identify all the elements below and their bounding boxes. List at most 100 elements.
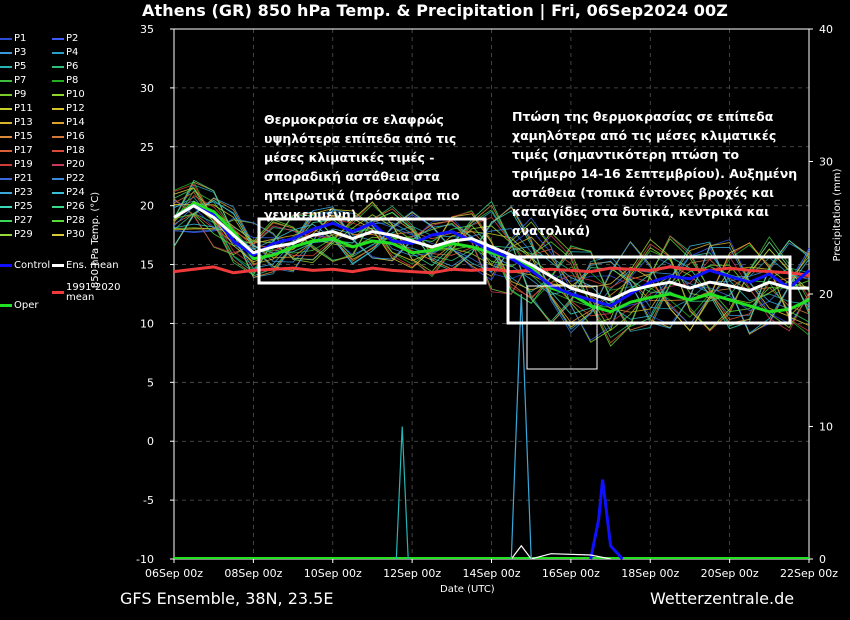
legend-item: P3 [0, 46, 26, 59]
legend-item: P21 [0, 172, 33, 185]
legend-item: P18 [52, 144, 85, 157]
legend-swatch [52, 93, 64, 96]
x-tick-label: 12Sep 00z [383, 567, 441, 580]
legend-label: P6 [66, 61, 79, 72]
legend-label: P27 [14, 215, 33, 226]
legend-item: P28 [52, 214, 85, 227]
legend-item: P23 [0, 186, 33, 199]
y-tick-label: 5 [147, 376, 154, 389]
y2-tick-label: 30 [819, 156, 833, 169]
legend-label: P8 [66, 75, 79, 86]
precip-line [395, 426, 409, 560]
y2-tick-label: 20 [819, 288, 833, 301]
legend-swatch [0, 37, 12, 40]
legend-item: P6 [52, 60, 78, 73]
legend-swatch [0, 191, 12, 194]
legend-item: P4 [52, 46, 78, 59]
legend-item: P19 [0, 158, 33, 171]
legend-swatch [52, 51, 64, 54]
legend-swatch [52, 177, 64, 180]
legend-label: P20 [66, 159, 85, 170]
legend-swatch [0, 149, 12, 152]
legend-label: P29 [14, 229, 33, 240]
legend-label: P16 [66, 131, 85, 142]
legend-item: P12 [52, 102, 85, 115]
legend-label: P3 [14, 47, 27, 58]
y-tick-label: 35 [140, 23, 154, 36]
y-tick-label: -10 [136, 553, 154, 566]
ensemble-member-line [173, 200, 810, 329]
y-tick-label: -5 [143, 494, 154, 507]
annotation-box-small [526, 285, 598, 370]
legend-item: P26 [52, 200, 85, 213]
legend-label: P28 [66, 215, 85, 226]
legend-item: P25 [0, 200, 33, 213]
legend-item: P14 [52, 116, 85, 129]
legend-item: Control [0, 259, 50, 272]
legend-swatch [0, 51, 12, 54]
legend-swatch [52, 121, 64, 124]
x-tick-label: 08Sep 00z [224, 567, 282, 580]
legend-item: P24 [52, 186, 85, 199]
grid [173, 28, 810, 560]
y-tick-label: 20 [140, 200, 154, 213]
legend-item: P27 [0, 214, 33, 227]
legend-label: Ens. mean [66, 260, 119, 271]
legend-item: Oper [0, 299, 38, 312]
x-axis-label: Date (UTC) [440, 584, 495, 595]
legend-item: P7 [0, 74, 26, 87]
legend-item: P11 [0, 102, 33, 115]
legend-item: P17 [0, 144, 33, 157]
legend-swatch [0, 304, 12, 307]
annotation-box-left [257, 217, 487, 285]
legend-label: P4 [66, 47, 79, 58]
legend-item: P16 [52, 130, 85, 143]
legend-swatch [0, 65, 12, 68]
legend-label: P11 [14, 103, 33, 114]
ensemble-member-line [173, 179, 810, 323]
legend-label: P25 [14, 201, 33, 212]
x-tick-label: 14Sep 00z [463, 567, 521, 580]
y2-tick-label: 40 [819, 23, 833, 36]
annotation-boxes [257, 217, 792, 370]
legend-label: P5 [14, 61, 27, 72]
legend-item: P22 [52, 172, 85, 185]
legend-swatch [0, 264, 12, 267]
legend-swatch [52, 65, 64, 68]
annotation-box-right [506, 255, 792, 325]
legend-swatch [0, 205, 12, 208]
legend-swatch [0, 163, 12, 166]
y2-tick-label: 10 [819, 421, 833, 434]
legend-label: P10 [66, 89, 85, 100]
legend-label: P2 [66, 33, 79, 44]
x-tick-label: 10Sep 00z [304, 567, 362, 580]
y-tick-label: 30 [140, 82, 154, 95]
ensemble-member-line [173, 214, 810, 334]
precip-line [510, 293, 532, 560]
legend-item: P30 [52, 228, 85, 241]
axes: -10 -5 0 5 10 15 20 25 30 35 0 10 20 30 40 06Sep 00z 08S… [136, 23, 838, 580]
legend-label: Oper [14, 300, 39, 311]
legend-item: P10 [52, 88, 85, 101]
series-line [173, 204, 809, 302]
legend-swatch [0, 135, 12, 138]
legend-swatch [52, 191, 64, 194]
legend-item: P13 [0, 116, 33, 129]
legend-swatch [52, 205, 64, 208]
series-line [173, 204, 810, 308]
legend-label: P15 [14, 131, 33, 142]
ensemble-member-line [173, 181, 810, 325]
legend-item: P15 [0, 130, 33, 143]
legend-swatch [52, 37, 64, 40]
chart-title: Athens (GR) 850 hPa Temp. & Precipitatio… [142, 1, 728, 20]
legend-swatch [0, 93, 12, 96]
legend-label: P14 [66, 117, 85, 128]
legend-swatch [52, 163, 64, 166]
legend-swatch [0, 79, 12, 82]
legend-label: P21 [14, 173, 33, 184]
legend-item: P20 [52, 158, 85, 171]
legend-label: P1 [14, 33, 27, 44]
legend-label: P19 [14, 159, 33, 170]
ensemble-member-line [173, 197, 810, 330]
